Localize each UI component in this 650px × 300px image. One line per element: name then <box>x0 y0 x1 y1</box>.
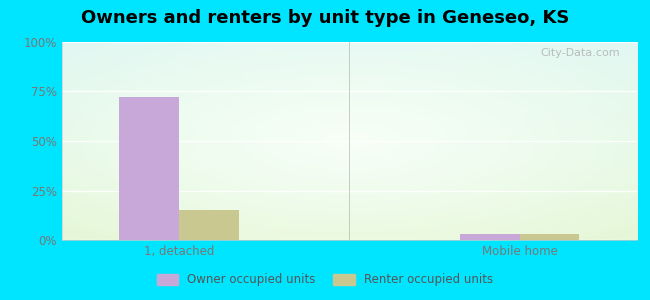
Text: City-Data.com: City-Data.com <box>540 48 619 58</box>
Text: Owners and renters by unit type in Geneseo, KS: Owners and renters by unit type in Genes… <box>81 9 569 27</box>
Bar <box>460 234 520 240</box>
Legend: Owner occupied units, Renter occupied units: Owner occupied units, Renter occupied un… <box>152 269 498 291</box>
Bar <box>520 234 580 240</box>
Bar <box>179 210 239 240</box>
Bar <box>120 98 179 240</box>
